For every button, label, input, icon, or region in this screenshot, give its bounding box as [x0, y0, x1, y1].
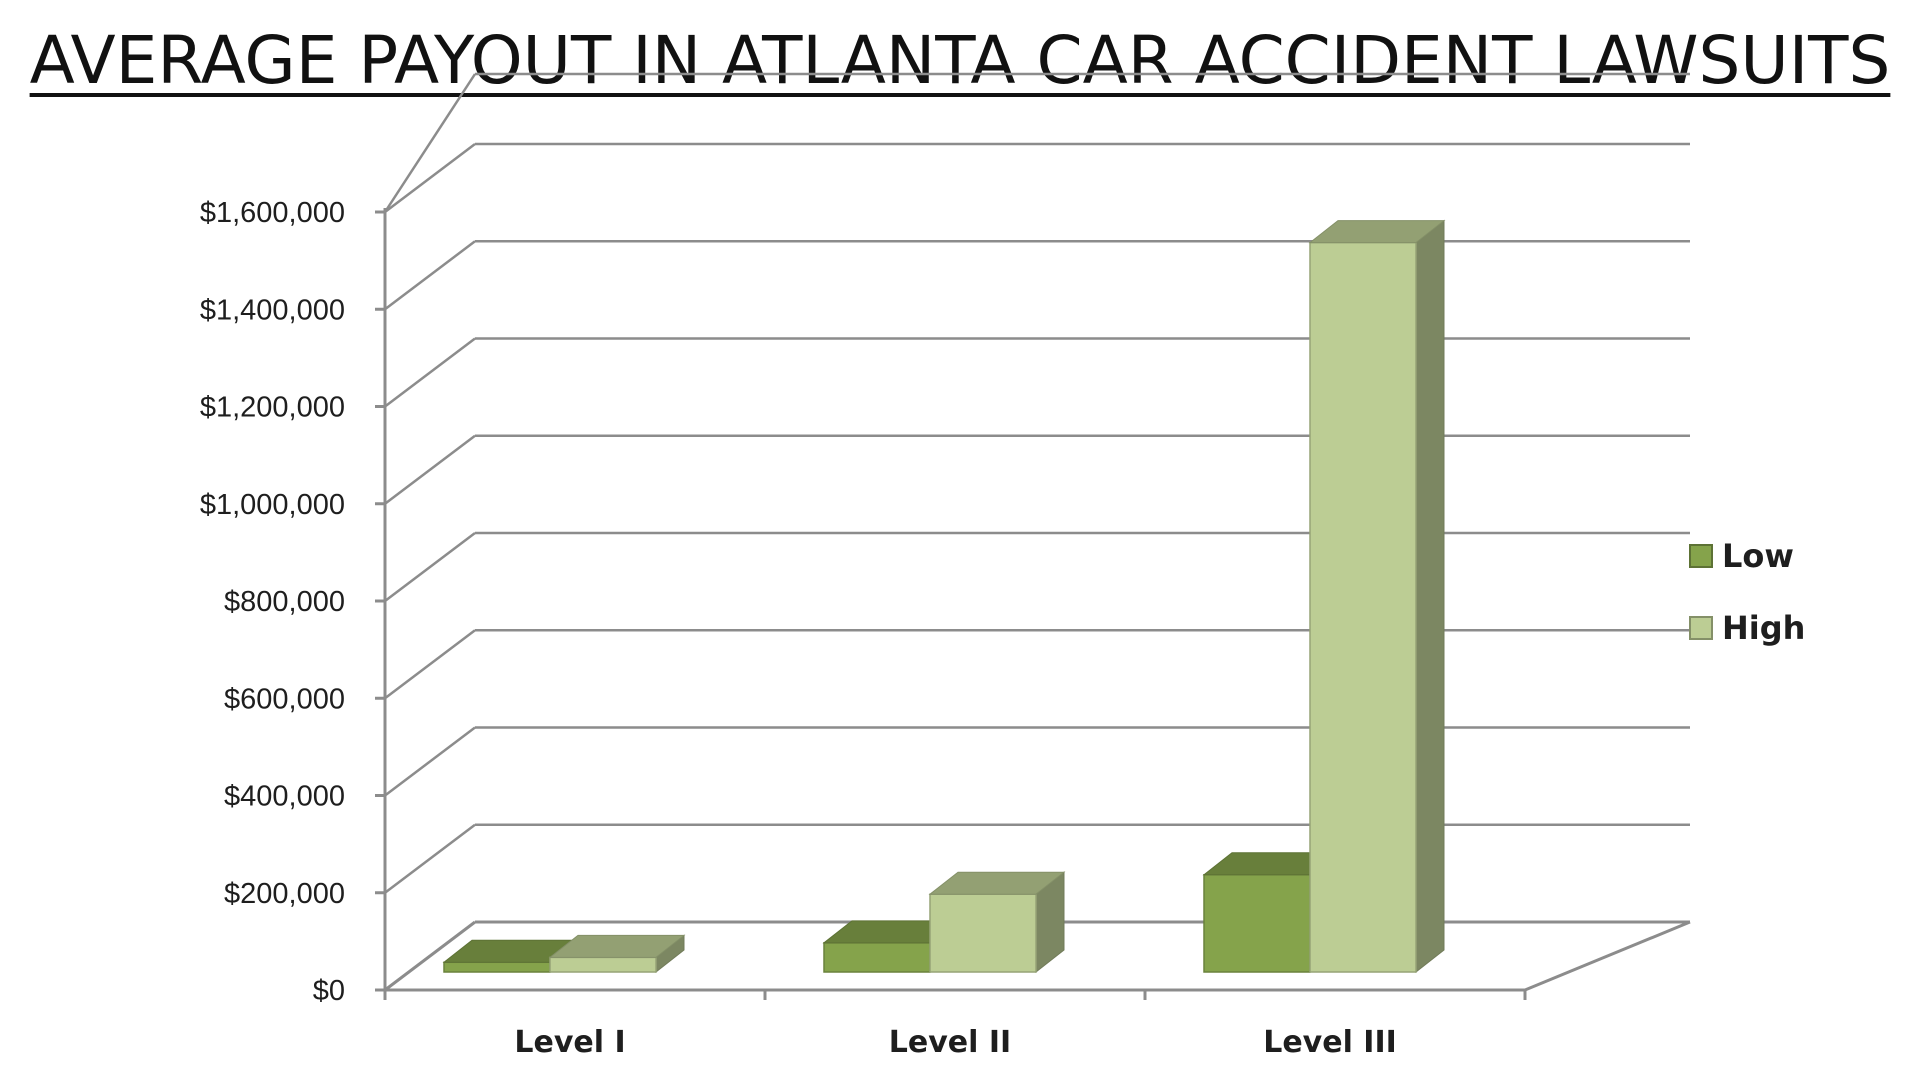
- gridline-side: [384, 143, 476, 213]
- x-tick-labels: Level I Level II Level III: [514, 1025, 1396, 1060]
- y-tick-label: $1,000,000: [200, 489, 345, 521]
- bar-top: [1308, 220, 1446, 244]
- floor-edge: [1524, 920, 1691, 992]
- x-tick-label: Level II: [889, 1025, 1011, 1060]
- gridline-side: [384, 823, 476, 894]
- legend: Low High: [1689, 537, 1805, 647]
- legend-swatch: [1689, 616, 1713, 640]
- bar-front: [1309, 241, 1417, 973]
- chart-title: AVERAGE PAYOUT IN ATLANTA CAR ACCIDENT L…: [29, 22, 1891, 99]
- gridline-side: [384, 726, 476, 797]
- y-tick-label: $800,000: [224, 586, 345, 618]
- bar-front: [929, 893, 1037, 973]
- x-tick-label: Level I: [514, 1025, 625, 1060]
- bar-top: [928, 871, 1066, 895]
- y-tick-label: $1,600,000: [200, 197, 345, 229]
- bar-front: [823, 942, 931, 973]
- y-tick-label: $1,400,000: [200, 294, 345, 326]
- wall-top-edge: [383, 73, 477, 213]
- legend-label: High: [1722, 609, 1805, 647]
- gridline-side: [384, 629, 476, 700]
- bar-top: [548, 934, 686, 958]
- axes: [375, 72, 1691, 1000]
- bar-front: [549, 956, 657, 973]
- y-tick-label: $400,000: [224, 781, 345, 813]
- legend-item-high: High: [1689, 609, 1805, 647]
- gridline-side: [384, 337, 476, 408]
- bar-high-level-ii: [928, 871, 1066, 974]
- legend-label: Low: [1722, 537, 1794, 575]
- bars: [442, 219, 1446, 974]
- gridline-side: [384, 240, 476, 311]
- bar-high-level-i: [548, 934, 686, 974]
- bar-front: [443, 961, 551, 973]
- legend-item-low: Low: [1689, 537, 1794, 575]
- y-tick-label: $0: [313, 975, 345, 1007]
- bar-side: [1415, 219, 1445, 974]
- gridlines: [384, 142, 1690, 992]
- gridline-side: [384, 920, 476, 992]
- gridline-side: [384, 532, 476, 602]
- bar-front: [1203, 874, 1311, 973]
- bar-high-level-iii: [1308, 219, 1446, 974]
- y-tick-label: $600,000: [224, 683, 345, 715]
- y-tick-labels: $0 $200,000 $400,000 $600,000 $800,000 $1,000…: [200, 197, 345, 1007]
- x-tick-label: Level III: [1263, 1025, 1397, 1060]
- gridline-side: [384, 434, 476, 505]
- y-tick-label: $200,000: [224, 878, 345, 910]
- legend-swatch: [1689, 544, 1713, 568]
- y-tick-label: $1,200,000: [200, 392, 345, 424]
